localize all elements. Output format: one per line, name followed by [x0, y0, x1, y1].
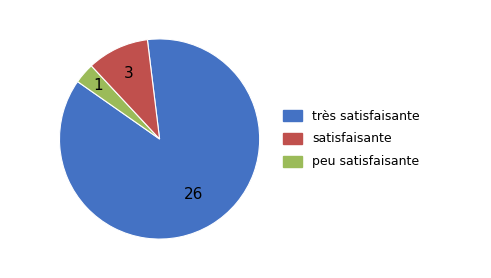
Text: 26: 26 [184, 187, 203, 202]
Wedge shape [91, 40, 160, 139]
Text: 1: 1 [93, 78, 103, 93]
Legend: très satisfaisante, satisfaisante, peu satisfaisante: très satisfaisante, satisfaisante, peu s… [278, 105, 425, 173]
Wedge shape [78, 66, 160, 139]
Text: 3: 3 [124, 66, 134, 81]
Wedge shape [59, 39, 260, 239]
